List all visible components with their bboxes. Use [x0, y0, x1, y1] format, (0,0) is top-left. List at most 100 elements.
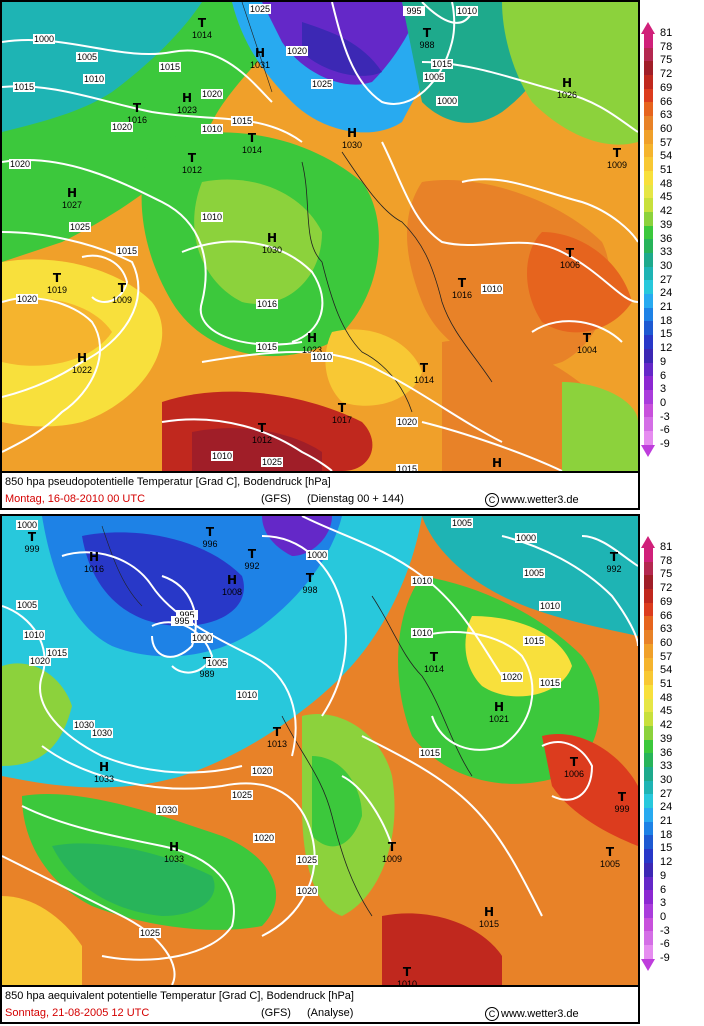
isobar-label: 1010	[312, 352, 332, 362]
pressure-system-value: 1022	[72, 365, 92, 375]
legend-label: 39	[660, 218, 673, 231]
isobar-label: 1020	[10, 159, 30, 169]
coastline	[241, 2, 273, 93]
isobar-labels: 9951000100510101015102010251020101510101…	[9, 4, 503, 471]
legend-color-swatch	[644, 280, 653, 295]
field-red-south	[382, 913, 502, 985]
pressure-system-letter: T	[188, 151, 197, 165]
legend-label: 69	[660, 81, 673, 94]
legend-label: 60	[660, 122, 673, 135]
legend-label: 78	[660, 554, 673, 567]
pressure-system-value: 1009	[112, 295, 132, 305]
isobar-label: 1005	[17, 600, 37, 610]
isobar-label: 1015	[524, 636, 544, 646]
isobar-label: 1020	[254, 833, 274, 843]
legend-label: 63	[660, 109, 673, 122]
pressure-system-value: 1013	[267, 739, 287, 749]
legend-label: 36	[660, 746, 673, 759]
pressure-system-value: 1016	[127, 115, 147, 125]
isobar-label-bg	[523, 568, 545, 578]
pressure-system-letter: T	[338, 401, 347, 415]
isobar-label: 1030	[157, 805, 177, 815]
isobar-label: 1020	[397, 417, 417, 427]
pressure-system-letter: T	[583, 331, 592, 345]
field-green-central	[312, 756, 362, 847]
isobar-label-bg	[253, 833, 275, 843]
pressure-system-value: 996	[202, 539, 217, 549]
pressure-system-letter: T	[118, 281, 127, 295]
isobar-label-bg	[201, 212, 223, 222]
legend-label: 57	[660, 136, 673, 149]
isobar-label-bg	[29, 656, 51, 666]
isobar-label-bg	[201, 89, 223, 99]
isobar-label: 1010	[202, 124, 222, 134]
copyright-icon: C	[485, 1007, 499, 1021]
legend-label: 48	[660, 691, 673, 704]
pressure-system-letter: T	[248, 547, 257, 561]
legend-color-swatch	[644, 376, 653, 390]
pressure-system-letter: H	[484, 905, 494, 919]
isobar-label: 1010	[212, 451, 232, 461]
legend-label: 69	[660, 595, 673, 608]
legend-color-swatch	[644, 548, 653, 562]
isobar-label-bg	[251, 766, 273, 776]
pressure-system-letter: T	[248, 131, 257, 145]
isobar-label-bg	[236, 690, 258, 700]
isobar-label-bg	[159, 62, 181, 72]
pressure-system-letter: H	[267, 231, 277, 245]
weather-map-bottom: T999H1016T996T992T998H1008T989T992T1014H…	[0, 514, 640, 987]
legend-color-bar	[644, 34, 653, 445]
pressure-system-value: 1010	[397, 979, 417, 985]
map-canvas-bottom: T999H1016T996T992T998H1008T989T992T1014H…	[2, 516, 638, 985]
field-deepblue-north	[82, 532, 244, 626]
legend-color-swatch	[644, 712, 653, 726]
isobar-label: 995	[179, 610, 194, 620]
isobar-label-bg	[396, 464, 418, 471]
isobar-label: 1020	[287, 46, 307, 56]
isobar-label: 1025	[70, 222, 90, 232]
isobar-label-bg	[111, 122, 133, 132]
isobar-label-bg	[311, 79, 333, 89]
legend-color-swatch	[644, 102, 653, 117]
isobar-labels: 1000995100510101015102010009951000100510…	[16, 518, 561, 938]
caption-model: (GFS)	[261, 1007, 291, 1019]
legend-color-swatch	[644, 239, 653, 253]
pressure-system-letter: H	[562, 76, 572, 90]
pressure-system-value: 1012	[182, 165, 202, 175]
credit-link[interactable]: www.wetter3.de	[501, 1008, 579, 1020]
credit-link[interactable]: www.wetter3.de	[501, 494, 579, 506]
pressure-system-letter: T	[420, 361, 429, 375]
isobar-label: 1015	[397, 464, 417, 471]
field-lime-central	[194, 179, 322, 304]
pressure-system-value: 1030	[342, 140, 362, 150]
legend-color-swatch	[644, 630, 653, 644]
map-panel-top: T 988 T 1014 H 1031 H 1023 T 1016 T 1012 T 1014 H 1030 H…	[0, 0, 704, 512]
isobar-label-bg	[436, 96, 458, 106]
isobar-label: 1015	[117, 246, 137, 256]
legend-color-swatch	[644, 602, 653, 617]
legend-color-swatch	[644, 767, 653, 781]
isobar-label: 1030	[74, 720, 94, 730]
arrow-down-icon	[641, 959, 655, 971]
legend-color-swatch	[644, 849, 653, 863]
coastline	[371, 595, 473, 777]
legend-label: 54	[660, 150, 673, 163]
isobar-label-bg	[156, 805, 178, 815]
legend-label: 15	[660, 842, 673, 855]
legend-color-swatch	[644, 88, 653, 103]
isobar-label-bg	[256, 299, 278, 309]
high-pressure-marker: H1014	[487, 456, 507, 471]
isobar-label: 1025	[232, 790, 252, 800]
pressure-system-value: 1009	[607, 160, 627, 170]
